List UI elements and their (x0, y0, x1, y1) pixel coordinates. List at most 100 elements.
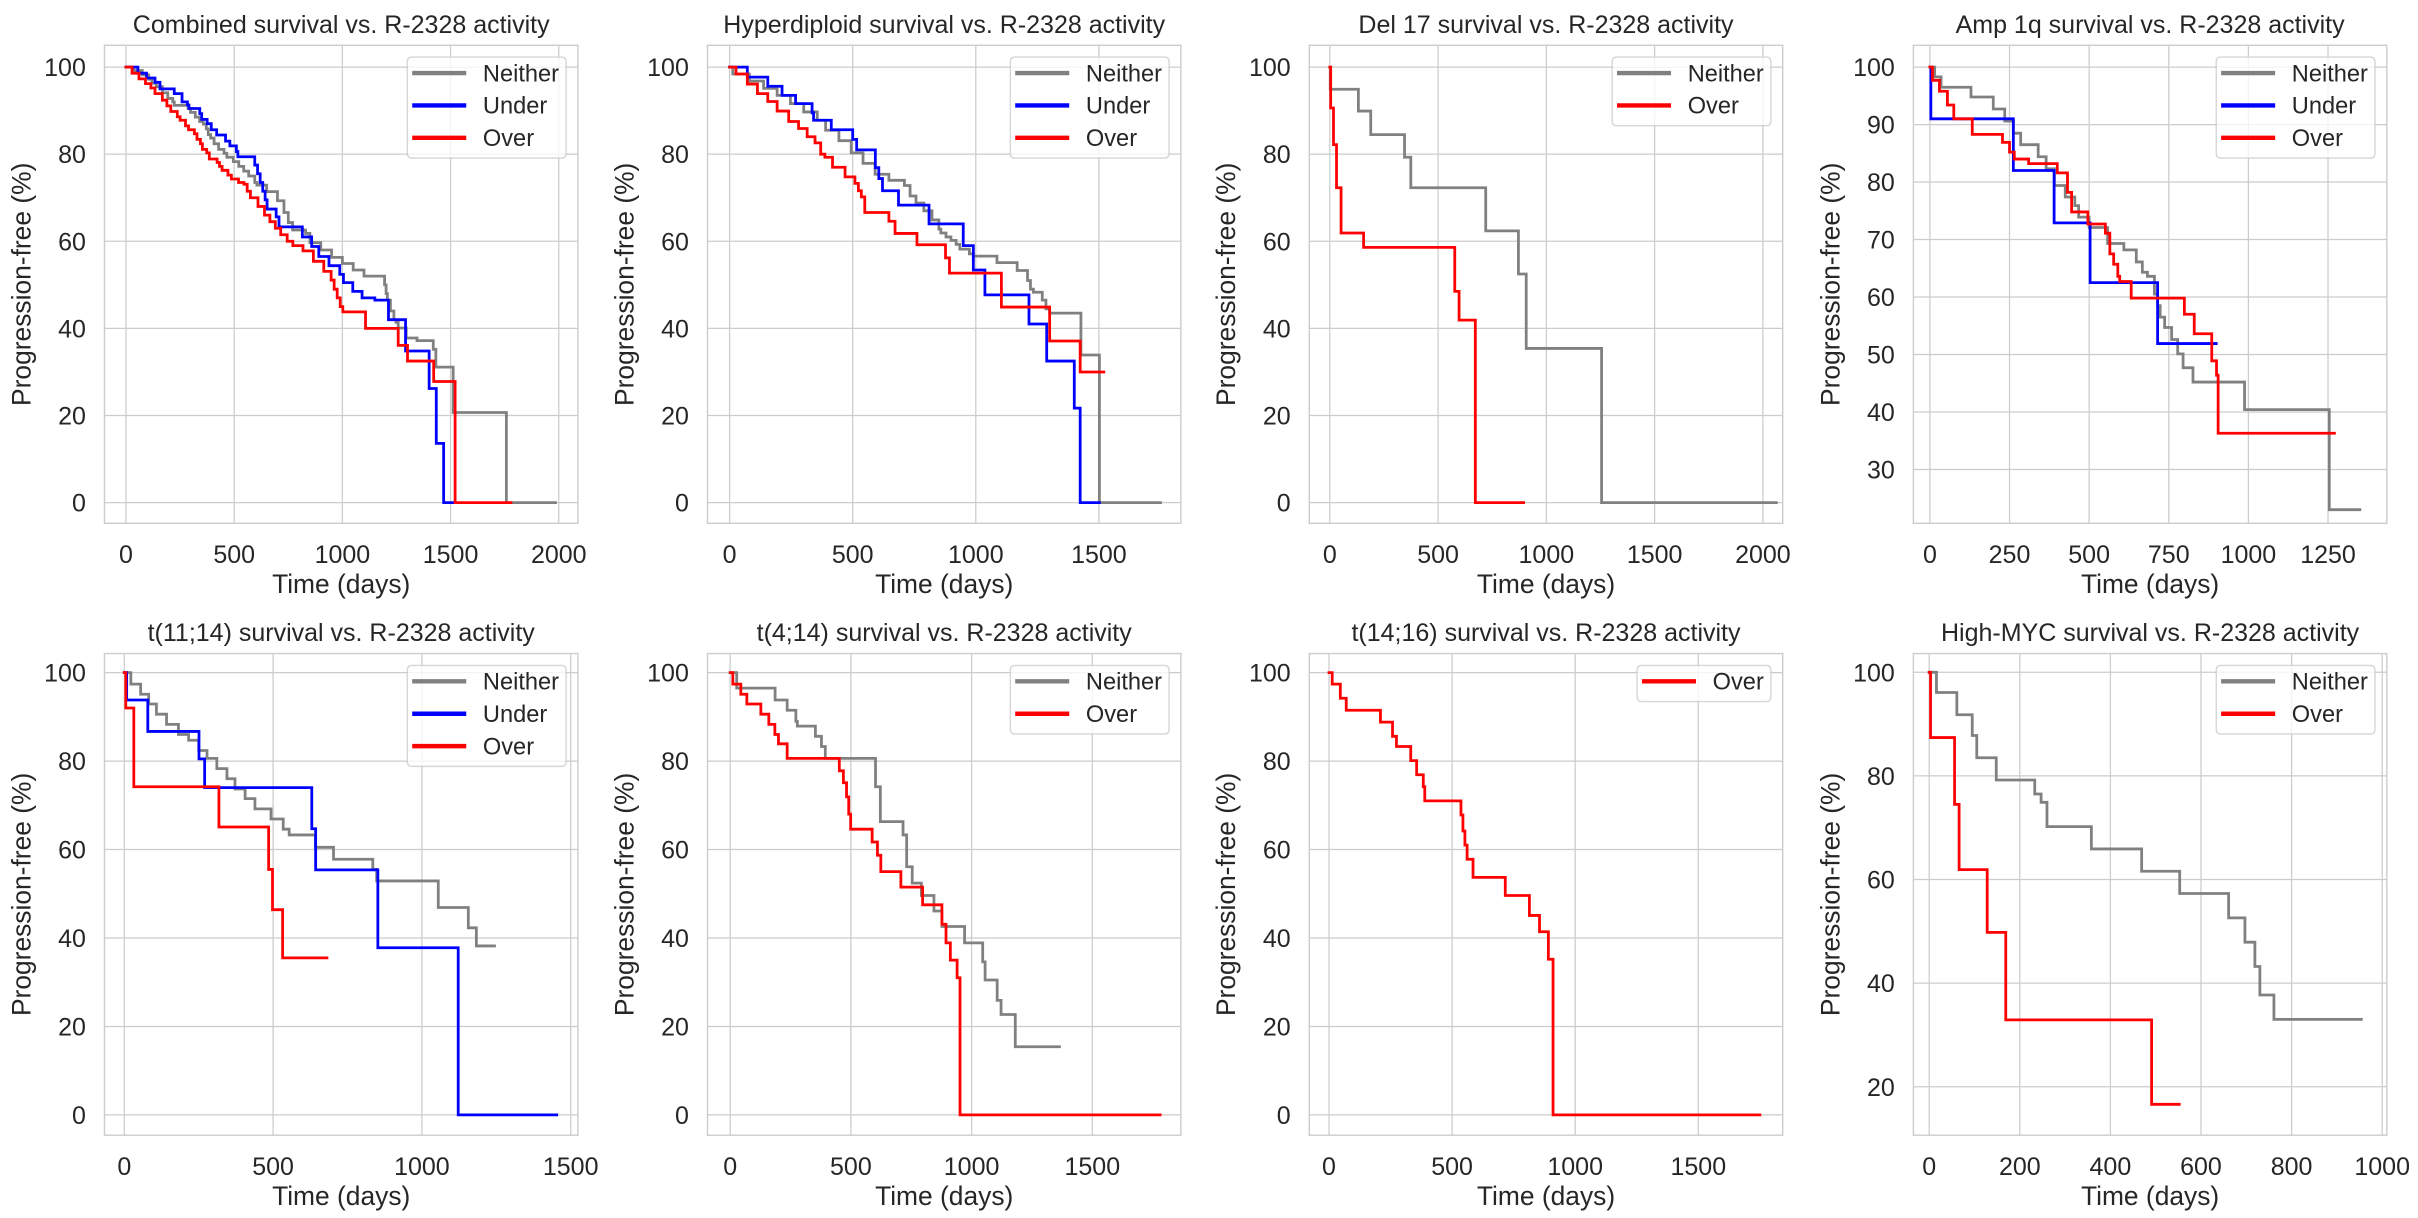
svg-text:100: 100 (647, 54, 689, 82)
svg-text:100: 100 (44, 660, 86, 688)
svg-text:Over: Over (1086, 126, 1137, 152)
svg-text:2000: 2000 (531, 541, 587, 569)
svg-text:80: 80 (58, 141, 86, 169)
svg-text:60: 60 (58, 837, 86, 865)
svg-text:20: 20 (1867, 1074, 1895, 1102)
svg-text:20: 20 (1263, 1014, 1291, 1042)
svg-text:40: 40 (58, 315, 86, 343)
svg-text:60: 60 (58, 228, 86, 256)
svg-text:40: 40 (1263, 315, 1291, 343)
svg-text:40: 40 (1867, 399, 1895, 427)
svg-text:1500: 1500 (1627, 541, 1683, 569)
svg-text:0: 0 (1323, 541, 1337, 569)
svg-text:Over: Over (483, 126, 534, 152)
svg-text:0: 0 (675, 1102, 689, 1130)
svg-text:Under: Under (1086, 94, 1150, 120)
svg-text:0: 0 (675, 490, 689, 518)
svg-text:20: 20 (661, 1014, 689, 1042)
svg-text:Over: Over (1713, 670, 1764, 696)
svg-text:Time (days): Time (days) (2081, 1181, 2219, 1211)
svg-text:80: 80 (1263, 748, 1291, 776)
svg-text:500: 500 (1431, 1153, 1473, 1181)
svg-text:60: 60 (1867, 284, 1895, 312)
svg-text:Progression-free (%): Progression-free (%) (609, 163, 639, 406)
svg-text:60: 60 (661, 837, 689, 865)
svg-text:0: 0 (723, 541, 737, 569)
svg-text:Progression-free (%): Progression-free (%) (6, 163, 36, 406)
svg-text:600: 600 (2180, 1153, 2222, 1181)
svg-text:Under: Under (483, 702, 547, 728)
svg-text:80: 80 (1867, 763, 1895, 791)
svg-text:0: 0 (1922, 1153, 1936, 1181)
svg-text:Time (days): Time (days) (875, 569, 1013, 599)
svg-text:Over: Over (483, 734, 534, 760)
svg-text:40: 40 (58, 925, 86, 953)
svg-text:60: 60 (661, 228, 689, 256)
svg-text:250: 250 (1989, 541, 2031, 569)
svg-text:20: 20 (58, 403, 86, 431)
svg-text:60: 60 (1263, 228, 1291, 256)
svg-text:Progression-free (%): Progression-free (%) (1815, 163, 1845, 406)
svg-text:500: 500 (832, 541, 874, 569)
svg-text:1000: 1000 (2221, 541, 2277, 569)
svg-text:Time (days): Time (days) (272, 569, 410, 599)
svg-text:Time (days): Time (days) (1477, 569, 1615, 599)
svg-text:Amp 1q survival vs. R-2328 act: Amp 1q survival vs. R-2328 activity (1956, 11, 2346, 39)
svg-text:High-MYC survival vs. R-2328 a: High-MYC survival vs. R-2328 activity (1941, 619, 2360, 647)
svg-text:60: 60 (1867, 867, 1895, 895)
svg-text:t(4;14) survival vs. R-2328 ac: t(4;14) survival vs. R-2328 activity (757, 619, 1133, 647)
svg-text:500: 500 (830, 1153, 872, 1181)
svg-text:0: 0 (119, 541, 133, 569)
svg-text:Time (days): Time (days) (2081, 569, 2219, 599)
svg-text:100: 100 (1853, 54, 1895, 82)
svg-text:1000: 1000 (315, 541, 371, 569)
svg-text:50: 50 (1867, 342, 1895, 370)
svg-text:1500: 1500 (1071, 541, 1127, 569)
svg-text:80: 80 (1867, 169, 1895, 197)
svg-text:200: 200 (1999, 1153, 2041, 1181)
svg-text:80: 80 (661, 748, 689, 776)
svg-text:Neither: Neither (2292, 670, 2368, 696)
svg-text:1000: 1000 (1547, 1153, 1603, 1181)
svg-text:100: 100 (1249, 54, 1291, 82)
svg-text:30: 30 (1867, 457, 1895, 485)
svg-text:Progression-free (%): Progression-free (%) (609, 773, 639, 1016)
svg-text:Over: Over (1086, 702, 1137, 728)
svg-text:80: 80 (661, 141, 689, 169)
svg-text:400: 400 (2090, 1153, 2132, 1181)
svg-text:Progression-free (%): Progression-free (%) (6, 773, 36, 1016)
svg-text:0: 0 (72, 1102, 86, 1130)
svg-text:Time (days): Time (days) (272, 1181, 410, 1211)
svg-text:1500: 1500 (1670, 1153, 1726, 1181)
svg-text:0: 0 (117, 1153, 131, 1181)
svg-text:100: 100 (44, 54, 86, 82)
svg-text:1500: 1500 (543, 1153, 599, 1181)
svg-text:Neither: Neither (1086, 61, 1162, 87)
svg-text:40: 40 (661, 315, 689, 343)
svg-text:Progression-free (%): Progression-free (%) (1211, 773, 1241, 1016)
svg-text:2000: 2000 (1735, 541, 1791, 569)
svg-text:0: 0 (1277, 1102, 1291, 1130)
svg-text:1250: 1250 (2300, 541, 2356, 569)
svg-text:1500: 1500 (1064, 1153, 1120, 1181)
svg-text:60: 60 (1263, 837, 1291, 865)
svg-text:40: 40 (1867, 970, 1895, 998)
svg-text:1000: 1000 (2354, 1153, 2410, 1181)
svg-text:Hyperdiploid survival vs. R-23: Hyperdiploid survival vs. R-2328 activit… (723, 11, 1165, 39)
svg-text:1500: 1500 (423, 541, 479, 569)
svg-text:Neither: Neither (1688, 61, 1764, 87)
svg-text:t(11;14) survival vs. R-2328 a: t(11;14) survival vs. R-2328 activity (148, 619, 536, 647)
svg-text:Time (days): Time (days) (875, 1181, 1013, 1211)
svg-text:1000: 1000 (948, 541, 1004, 569)
svg-text:Time (days): Time (days) (1477, 1181, 1615, 1211)
svg-text:1000: 1000 (394, 1153, 450, 1181)
svg-text:Progression-free (%): Progression-free (%) (1815, 773, 1845, 1016)
svg-text:Over: Over (2292, 126, 2343, 152)
svg-text:20: 20 (661, 403, 689, 431)
svg-text:Combined survival vs. R-2328 a: Combined survival vs. R-2328 activity (133, 11, 550, 39)
svg-text:90: 90 (1867, 112, 1895, 140)
svg-text:0: 0 (1322, 1153, 1336, 1181)
svg-text:1000: 1000 (944, 1153, 1000, 1181)
svg-text:40: 40 (1263, 925, 1291, 953)
svg-text:Over: Over (1688, 94, 1739, 120)
